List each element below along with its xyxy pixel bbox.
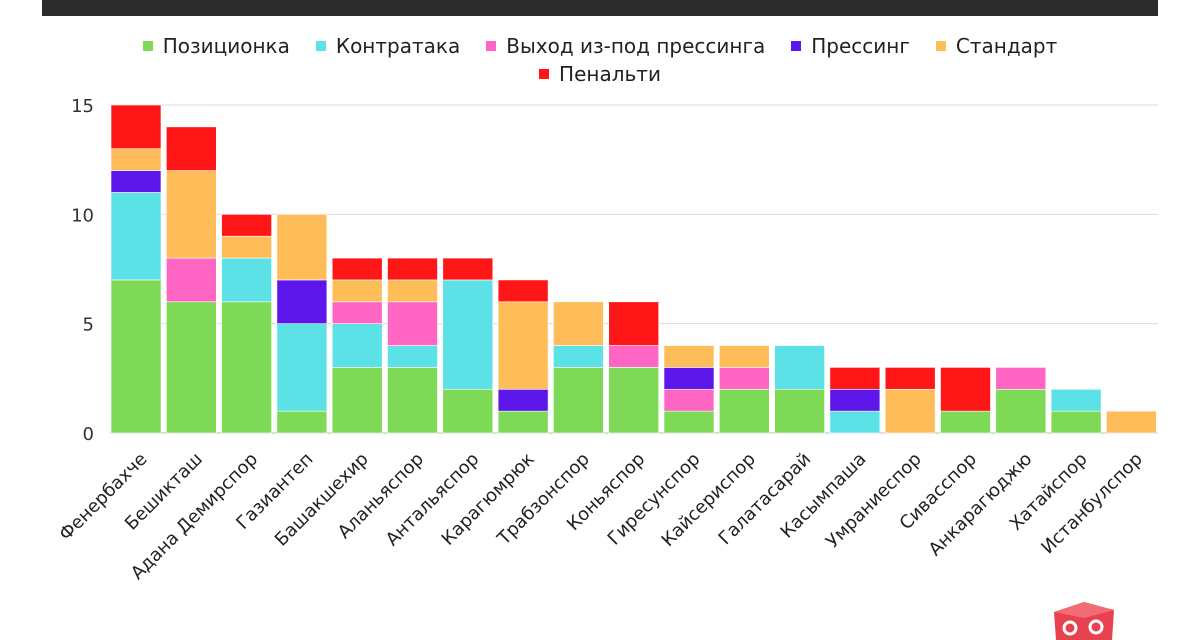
bar-segment xyxy=(387,367,438,434)
bar-segment xyxy=(497,410,549,434)
bar-segment xyxy=(663,410,715,434)
legend-label-positional: Позиционка xyxy=(162,34,290,58)
bar-segment xyxy=(1050,388,1102,412)
x-category-label: Умраниеспор xyxy=(822,449,926,553)
legend-row-1: Позиционка Контратака Выход из-под пресс… xyxy=(0,32,1200,60)
bar-segment xyxy=(331,323,383,368)
bar-segment xyxy=(497,388,549,412)
legend-swatch-set-piece xyxy=(935,41,946,51)
bar-segment xyxy=(940,367,991,412)
bar-segment xyxy=(718,345,770,368)
bar-segment xyxy=(166,301,217,434)
bar-segment xyxy=(276,279,328,324)
legend-label-set-piece: Стандарт xyxy=(955,34,1058,58)
bar-segment xyxy=(442,279,494,390)
bar-segment xyxy=(553,301,604,346)
bar-segment xyxy=(663,367,715,390)
bar-segment xyxy=(1050,410,1102,434)
legend-item-press-escape: Выход из-под прессинга xyxy=(486,32,765,60)
bar-segment xyxy=(553,367,604,434)
bar-segment xyxy=(1106,410,1157,434)
bar-segment xyxy=(774,345,825,390)
legend-item-positional: Позиционка xyxy=(142,32,290,60)
bar-segment xyxy=(829,367,881,390)
y-tick-label: 15 xyxy=(71,96,94,117)
legend-item-pressing: Прессинг xyxy=(791,32,910,60)
bar-segment xyxy=(387,345,438,368)
bar-segment xyxy=(331,279,383,303)
bar-segment xyxy=(663,345,715,368)
bar-segment xyxy=(553,345,604,368)
bar-segment xyxy=(166,257,217,303)
bar-segment xyxy=(718,388,770,434)
bar-segment xyxy=(331,301,383,324)
bar-segment xyxy=(663,388,715,412)
legend-item-penalty: Пенальти xyxy=(539,60,661,88)
bar-segment xyxy=(608,345,660,368)
legend-label-pressing: Прессинг xyxy=(811,34,910,58)
legend-swatch-positional xyxy=(142,41,153,51)
legend-label-press-escape: Выход из-под прессинга xyxy=(506,34,766,58)
header-bar xyxy=(42,0,1158,16)
bar-segment xyxy=(110,279,162,434)
x-category-label: Истанбулспор xyxy=(1037,449,1147,559)
bar-segment xyxy=(940,410,991,434)
bar-segment xyxy=(221,214,272,237)
bar-segment xyxy=(110,170,162,193)
bar-segment xyxy=(331,367,383,434)
bar-segment xyxy=(110,104,162,150)
bar-segment xyxy=(276,214,328,281)
bar-segment xyxy=(774,388,825,434)
bar-segment xyxy=(497,301,549,390)
bar-segment xyxy=(331,257,383,281)
legend-swatch-pressing xyxy=(791,41,802,51)
bar-segment xyxy=(110,148,162,171)
bar-segment xyxy=(884,367,936,390)
x-category-label: Кайсериспор xyxy=(658,449,760,551)
bar-segment xyxy=(995,388,1047,434)
bar-segment xyxy=(608,301,660,346)
bar-segment xyxy=(718,367,770,390)
legend-swatch-penalty xyxy=(539,69,550,79)
legend-item-set-piece: Стандарт xyxy=(935,32,1058,60)
bar-segment xyxy=(221,257,272,303)
legend-label-penalty: Пенальти xyxy=(559,62,661,86)
bar-segment xyxy=(221,301,272,434)
chart-legend: Позиционка Контратака Выход из-под пресс… xyxy=(0,32,1200,88)
y-tick-label: 0 xyxy=(83,424,94,445)
bar-segment xyxy=(829,410,881,434)
bar-segment xyxy=(166,126,217,171)
bar-segment xyxy=(608,367,660,434)
y-tick-label: 10 xyxy=(71,205,94,226)
bar-segment xyxy=(110,192,162,281)
legend-label-counterattack: Контратака xyxy=(335,34,461,58)
legend-swatch-counterattack xyxy=(315,41,326,51)
legend-swatch-press-escape xyxy=(486,41,497,51)
bar-segment xyxy=(387,257,438,281)
legend-row-2: Пенальти xyxy=(0,60,1200,88)
bar-segment xyxy=(442,388,494,434)
logo-cube-icon xyxy=(1054,602,1114,640)
y-tick-label: 5 xyxy=(83,315,94,336)
bar-segment xyxy=(387,301,438,346)
bar-segment xyxy=(387,279,438,303)
bar-segment xyxy=(884,388,936,434)
bar-segment xyxy=(276,410,328,434)
bar-segment xyxy=(276,323,328,412)
bar-segment xyxy=(166,170,217,259)
legend-item-counterattack: Контратака xyxy=(315,32,461,60)
bar-segment xyxy=(829,388,881,412)
bar-segment xyxy=(497,279,549,303)
bar-segment xyxy=(221,235,272,259)
bar-segment xyxy=(442,257,494,281)
bars xyxy=(110,104,1157,434)
bar-segment xyxy=(995,367,1047,390)
